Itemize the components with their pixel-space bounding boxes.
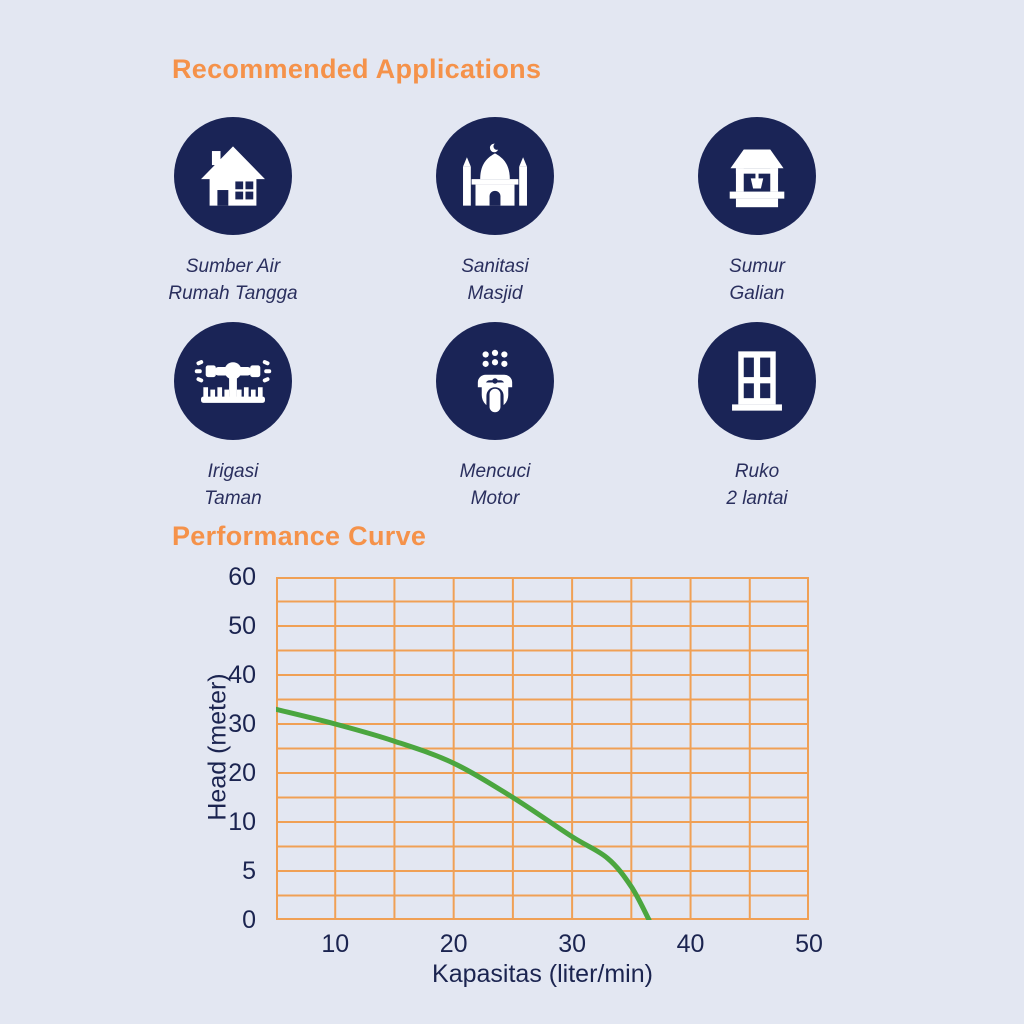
icon-circle <box>174 117 292 235</box>
caption-line-2: Galian <box>729 282 785 304</box>
app-item-sumur-galian: Sumur Galian <box>637 117 877 308</box>
app-item-irigasi-taman: Irigasi Taman <box>113 322 353 513</box>
caption-line-2: Rumah Tangga <box>168 282 298 304</box>
x-axis-label: Kapasitas (liter/min) <box>432 960 653 988</box>
y-tick-label: 30 <box>228 710 256 738</box>
caption-line-2: Masjid <box>467 282 523 304</box>
app-item-sanitasi-masjid: Sanitasi Masjid <box>375 117 615 308</box>
well-icon <box>729 149 785 208</box>
chart-grid <box>276 577 809 920</box>
y-tick-label: 10 <box>228 808 256 836</box>
x-tick-label: 20 <box>439 930 468 958</box>
scooter-icon <box>477 349 513 414</box>
app-item-mencuci-motor: Mencuci Motor <box>375 322 615 513</box>
y-axis-label: Head (meter) <box>203 673 232 821</box>
app-caption: Sumber Air Rumah Tangga <box>113 254 353 308</box>
caption-line-2: Taman <box>204 487 262 509</box>
caption-line-2: 2 lantai <box>726 487 788 509</box>
performance-curve-title: Performance Curve <box>172 521 427 551</box>
app-caption: Sanitasi Masjid <box>375 254 615 308</box>
caption-line-1: Sanitasi <box>461 256 529 277</box>
y-tick-label: 5 <box>242 857 256 885</box>
app-item-sumber-air: Sumber Air Rumah Tangga <box>113 117 353 308</box>
x-tick-label: 50 <box>795 930 823 958</box>
app-caption: Sumur Galian <box>637 254 877 308</box>
y-tick-label: 60 <box>228 563 256 591</box>
caption-line-1: Sumur <box>729 256 785 277</box>
y-tick-label: 50 <box>228 612 256 640</box>
icon-circle <box>436 117 554 235</box>
x-tick-label: 30 <box>558 930 587 958</box>
caption-line-1: Ruko <box>734 461 780 482</box>
app-item-ruko: Ruko 2 lantai <box>637 322 877 513</box>
house-icon <box>201 146 265 206</box>
app-caption: Ruko 2 lantai <box>637 459 877 513</box>
app-caption: Irigasi Taman <box>113 459 353 513</box>
mosque-icon <box>463 142 527 206</box>
icon-circle <box>174 322 292 440</box>
caption-line-2: Motor <box>470 487 520 509</box>
sprinkler-icon <box>194 360 272 403</box>
icon-circle <box>436 322 554 440</box>
icon-circle <box>698 117 816 235</box>
performance-curve <box>276 706 652 920</box>
recommended-applications-title: Recommended Applications <box>172 54 542 84</box>
caption-line-1: Irigasi <box>207 461 259 482</box>
performance-chart <box>276 577 809 920</box>
x-tick-label: 40 <box>676 930 705 958</box>
y-tick-label: 40 <box>228 661 256 689</box>
icon-circle <box>698 322 816 440</box>
app-caption: Mencuci Motor <box>375 459 615 513</box>
caption-line-1: Mencuci <box>459 461 531 482</box>
caption-line-1: Sumber Air <box>185 256 281 277</box>
y-tick-label: 20 <box>228 759 256 787</box>
building-window-icon <box>732 351 782 411</box>
y-tick-label: 0 <box>242 906 256 934</box>
x-tick-label: 10 <box>321 930 350 958</box>
